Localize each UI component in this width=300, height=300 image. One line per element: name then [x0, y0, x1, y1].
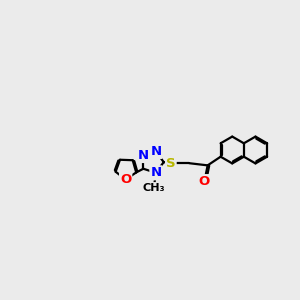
- Text: S: S: [166, 157, 176, 170]
- Text: CH₃: CH₃: [142, 183, 165, 193]
- Text: O: O: [199, 175, 210, 188]
- Text: N: N: [150, 166, 161, 179]
- Text: N: N: [138, 149, 149, 162]
- Text: N: N: [150, 145, 161, 158]
- Text: O: O: [120, 173, 131, 186]
